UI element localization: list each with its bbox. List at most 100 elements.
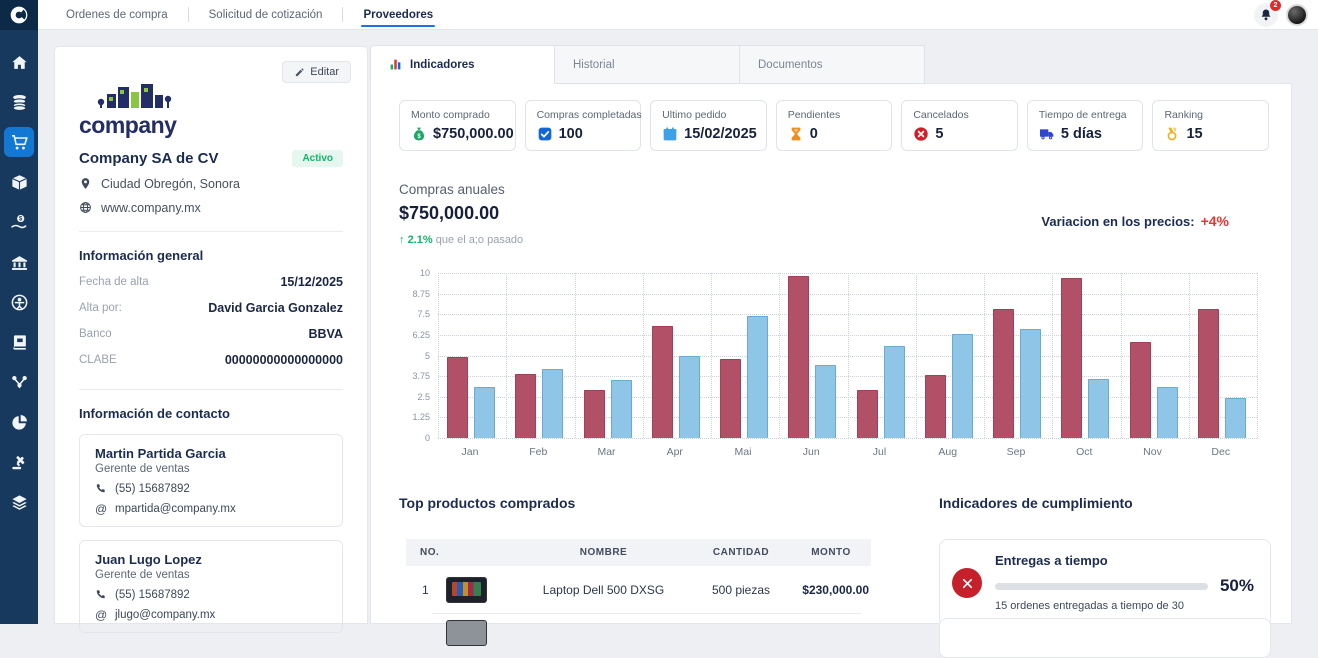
table-header-row: NO. NOMBRE CANTIDAD MONTO <box>406 539 871 566</box>
notifications-button[interactable]: 2 <box>1254 3 1278 27</box>
chart-bar-series-1-apr <box>652 326 673 438</box>
divider <box>79 231 343 232</box>
kpi-value: 5 días <box>1061 126 1102 142</box>
y-axis-tick-label: 10 <box>390 268 430 278</box>
general-info-rows: Fecha de alta 15/12/2025Alta por: David … <box>79 269 343 373</box>
chart-bar-series-2-mai <box>747 316 768 438</box>
top-nav-tabs: Ordenes de compra Solicitud de cotización… <box>62 0 437 29</box>
supplier-website[interactable]: www.company.mx <box>101 201 201 215</box>
user-avatar[interactable] <box>1286 4 1308 26</box>
pie-chart-icon <box>10 413 29 432</box>
pie-logo-icon <box>9 5 29 25</box>
notification-badge: 2 <box>1270 0 1281 11</box>
hourglass-icon <box>788 126 804 142</box>
chart-gridline <box>1052 273 1053 438</box>
kpi-value: 0 <box>810 126 818 142</box>
chart-bar-series-1-oct <box>1061 278 1082 438</box>
home-icon <box>10 53 29 72</box>
contact-phone-row: (55) 15687892 <box>95 483 327 495</box>
edit-button[interactable]: Editar <box>282 61 351 83</box>
tab-historial[interactable]: Historial <box>555 45 740 84</box>
nav-divider <box>342 7 343 22</box>
chart-gridline <box>643 273 644 438</box>
at-sign-icon: @ <box>95 503 106 515</box>
sidebar-item-home[interactable] <box>0 42 38 82</box>
phone-icon <box>95 483 106 494</box>
chart-gridline <box>438 273 439 438</box>
nav-tab-proveedores[interactable]: Proveedores <box>359 0 437 29</box>
trend-up-arrow-icon: ↑ <box>399 234 405 246</box>
bar-chart-icon <box>389 58 402 71</box>
kpi-value: 100 <box>559 126 583 142</box>
kpi-card: Ultimo pedido 15/02/2025 <box>650 100 767 151</box>
chart-bar-series-1-jun <box>788 276 809 438</box>
phone-icon <box>95 589 106 600</box>
sidebar-item-bank[interactable] <box>0 242 38 282</box>
status-circle <box>952 568 982 598</box>
price-variation-label: Variacion en los precios: <box>1041 214 1194 229</box>
nav-divider <box>188 7 189 22</box>
col-header-monto: MONTO <box>791 547 871 558</box>
chart-gridline <box>575 273 576 438</box>
sidebar-item-person[interactable] <box>0 282 38 322</box>
chart-gridline <box>984 273 985 438</box>
app-logo[interactable] <box>0 0 38 30</box>
contact-role: Gerente de ventas <box>95 569 327 581</box>
sidebar-item-network[interactable] <box>0 362 38 402</box>
x-axis-label-sep: Sep <box>982 446 1050 458</box>
sidebar-item-gavel[interactable] <box>0 442 38 482</box>
contact-name: Juan Lugo Lopez <box>95 552 327 567</box>
chart-bar-series-2-jul <box>884 346 905 438</box>
sidebar-item-hand-money[interactable]: $ <box>0 202 38 242</box>
sidebar-item-layers[interactable] <box>0 482 38 522</box>
compliance-card-partial <box>939 618 1271 658</box>
kpi-label: Compras completadas <box>537 109 630 121</box>
chart-bar-series-1-mar <box>584 390 605 438</box>
book-icon <box>10 333 29 352</box>
compliance-title: Indicadores de cumplimiento <box>939 495 1133 511</box>
price-variation: Variacion en los precios:+4% <box>1041 213 1229 229</box>
contact-email[interactable]: mpartida@company.mx <box>115 503 236 515</box>
y-axis-tick-label: 2.5 <box>390 392 430 402</box>
info-row: Alta por: David Garcia Gonzalez <box>79 295 343 321</box>
annual-purchases-title: Compras anuales <box>399 182 505 197</box>
sidebar-item-package[interactable] <box>0 162 38 202</box>
network-icon <box>10 373 29 392</box>
sidebar-item-coins[interactable] <box>0 82 38 122</box>
kpi-label: Pendientes <box>788 109 881 121</box>
chart-gridline <box>438 438 1257 439</box>
x-axis-label-jun: Jun <box>777 446 845 458</box>
nav-tab-ordenes-de-compra[interactable]: Ordenes de compra <box>62 0 172 29</box>
chart-bar-series-1-jul <box>857 390 878 438</box>
info-row: Banco BBVA <box>79 321 343 347</box>
tab-label: Indicadores <box>410 59 475 71</box>
tab-documentos[interactable]: Documentos <box>740 45 925 84</box>
info-value: 00000000000000000 <box>225 353 343 367</box>
contact-email[interactable]: jlugo@company.mx <box>115 609 215 621</box>
chart-bar-series-2-dec <box>1225 398 1246 438</box>
compliance-card-subtitle: 15 ordenes entregadas a tiempo de 30 <box>995 600 1184 612</box>
chart-gridline <box>1257 273 1258 438</box>
annual-trend: ↑ 2.1% que el a;o pasado <box>399 234 523 246</box>
supplier-location-row: Ciudad Obregón, Sonora <box>79 177 343 191</box>
tab-label: Historial <box>573 59 615 71</box>
trend-text: que el a;o pasado <box>436 234 523 246</box>
sidebar-item-pie[interactable] <box>0 402 38 442</box>
cancel-circle-icon <box>913 126 929 142</box>
bank-icon <box>10 253 29 272</box>
company-logo: company <box>79 77 199 136</box>
layers-icon <box>10 493 29 512</box>
map-pin-icon <box>79 177 92 190</box>
x-circle-icon <box>961 577 974 590</box>
sidebar-item-book[interactable] <box>0 322 38 362</box>
contact-card: Martin Partida Garcia Gerente de ventas … <box>79 434 343 527</box>
nav-tab-solicitud-de-cotizacion[interactable]: Solicitud de cotización <box>205 0 327 29</box>
table-row[interactable]: 1 Laptop Dell 500 DXSG 500 piezas $230,0… <box>406 566 871 613</box>
chart-bar-series-2-jan <box>474 387 495 438</box>
y-axis-tick-label: 5 <box>390 351 430 361</box>
col-header-nombre: NOMBRE <box>516 547 691 558</box>
app-sidebar: $ <box>0 0 38 624</box>
tab-indicadores[interactable]: Indicadores <box>370 45 555 84</box>
compliance-card-title: Entregas a tiempo <box>995 553 1108 568</box>
sidebar-item-cart[interactable] <box>0 122 38 162</box>
